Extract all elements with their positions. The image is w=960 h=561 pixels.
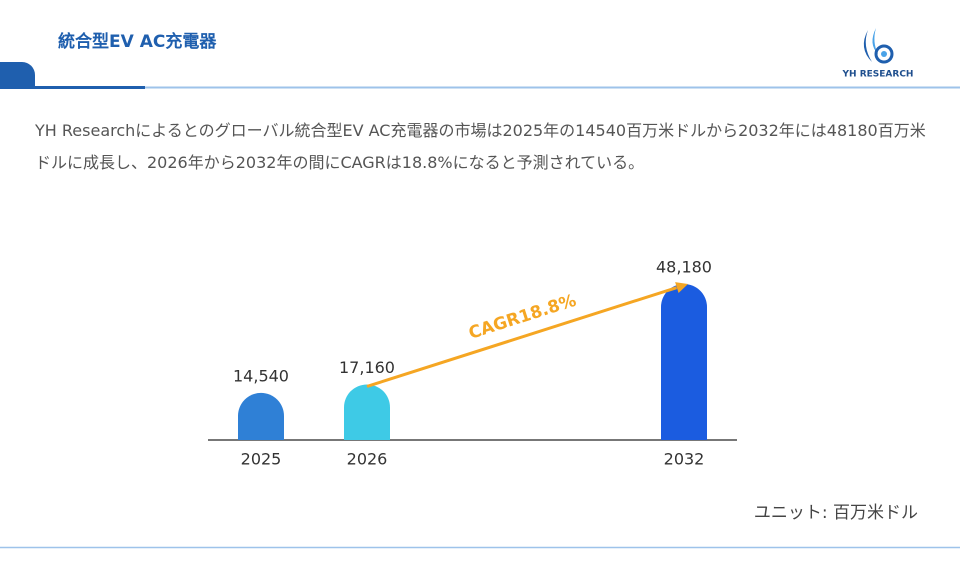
value-label: 14,540 bbox=[233, 366, 289, 385]
value-label: 48,180 bbox=[656, 258, 712, 277]
x-tick-label: 2026 bbox=[347, 450, 388, 469]
x-tick-label: 2032 bbox=[664, 450, 705, 469]
value-label: 17,160 bbox=[339, 358, 395, 377]
bar bbox=[238, 392, 284, 440]
cagr-arrow-head bbox=[675, 282, 688, 293]
bar bbox=[661, 284, 707, 440]
bar bbox=[344, 384, 390, 440]
logo-text: YH RESEARCH bbox=[842, 70, 914, 80]
summary-text: YH Researchによるとのグローバル統合型EV AC充電器の市場は2025… bbox=[35, 121, 926, 172]
x-tick-label: 2025 bbox=[241, 450, 282, 469]
header-title: 統合型EV AC充電器 bbox=[58, 31, 217, 52]
header-tab bbox=[0, 62, 35, 88]
logo-icon bbox=[863, 28, 894, 64]
cagr-arrow bbox=[366, 286, 678, 388]
unit-label: ユニット: 百万米ドル bbox=[754, 503, 918, 523]
